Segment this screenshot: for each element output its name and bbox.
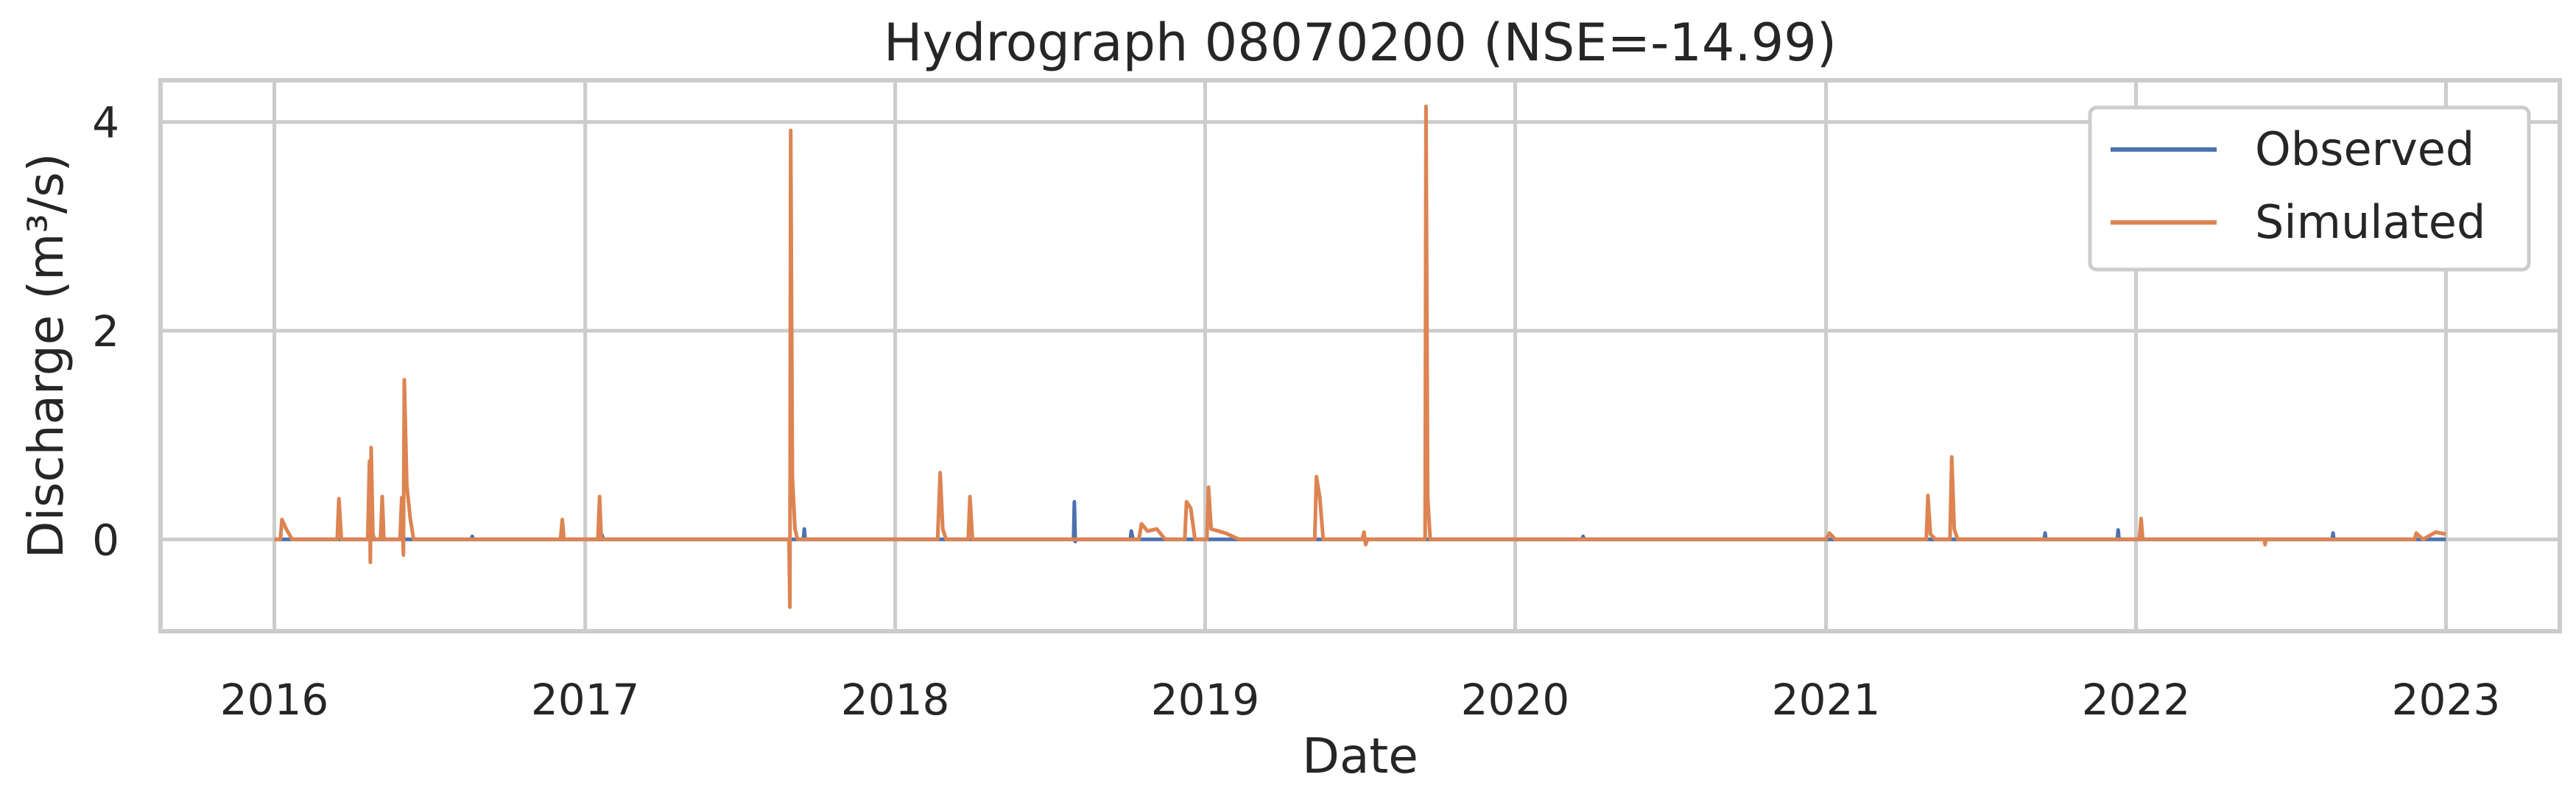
y-tick-label: 4 bbox=[92, 98, 119, 148]
y-tick-label: 2 bbox=[92, 306, 119, 356]
x-tick-label: 2023 bbox=[2392, 675, 2501, 725]
y-axis-label: Discharge (m³/s) bbox=[18, 153, 74, 558]
legend-label-observed: Observed bbox=[2255, 122, 2474, 176]
x-tick-label: 2016 bbox=[220, 675, 329, 725]
series-line-simulated bbox=[274, 104, 2447, 609]
x-tick-label: 2021 bbox=[1772, 675, 1881, 725]
y-tick-label: 0 bbox=[92, 515, 119, 565]
plot-frame bbox=[158, 78, 2562, 633]
x-tick-label: 2017 bbox=[531, 675, 640, 725]
legend-label-simulated: Simulated bbox=[2255, 195, 2485, 249]
x-tick-label: 2019 bbox=[1151, 675, 1260, 725]
x-tick-label: 2018 bbox=[841, 675, 950, 725]
legend: Observed Simulated bbox=[2088, 105, 2531, 272]
x-tick-label: 2022 bbox=[2082, 675, 2191, 725]
x-axis-label: Date bbox=[1302, 728, 1418, 784]
tick-labels: 2016 2017 2018 2019 2020 2021 2022 2023 0 2 4 bbox=[92, 98, 2500, 725]
plot-series bbox=[274, 104, 2447, 609]
chart-title: Hydrograph 08070200 (NSE=-14.99) bbox=[884, 13, 1837, 73]
x-tick-label: 2020 bbox=[1461, 675, 1570, 725]
